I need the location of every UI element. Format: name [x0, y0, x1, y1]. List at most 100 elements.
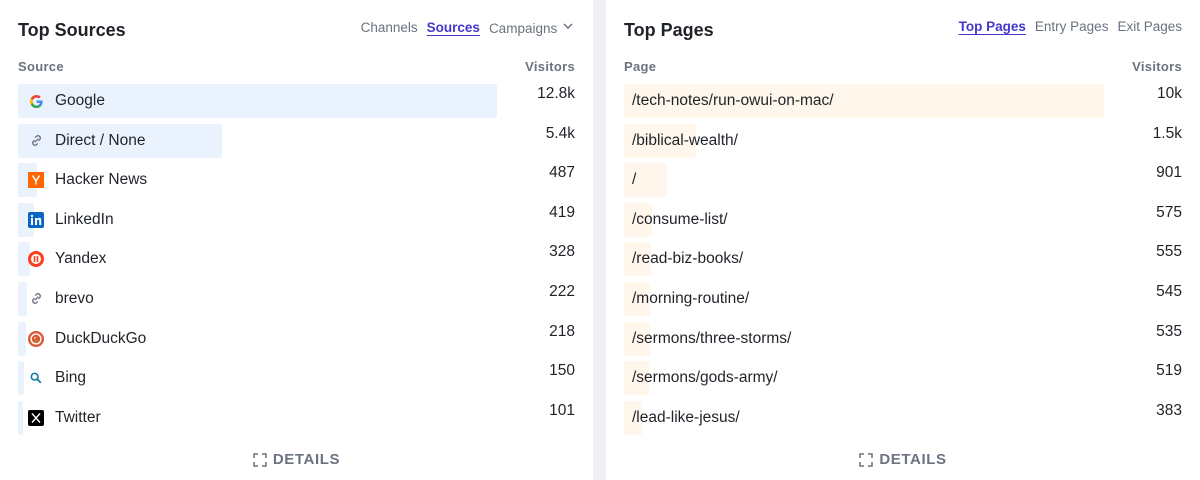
sources-details-button[interactable]: DETAILS [0, 451, 593, 468]
list-item-text: LinkedIn [55, 210, 114, 228]
list-item-visitors: 555 [1156, 243, 1182, 261]
list-item[interactable]: /read-biz-books/555 [624, 242, 1182, 282]
list-item-text: Google [55, 92, 105, 109]
visitor-share-bar [624, 321, 650, 356]
tab-top-pages[interactable]: Top Pages [958, 19, 1026, 34]
list-item[interactable]: / 901 [624, 163, 1182, 203]
list-item[interactable]: /morning-routine/545 [624, 281, 1182, 322]
list-item-text: Bing [55, 369, 87, 387]
list-item[interactable]: Direct / None 5.4k [18, 123, 575, 164]
visitor-share-bar [18, 400, 23, 435]
list-item-label[interactable]: Yandex [28, 242, 106, 276]
list-item-label[interactable]: Twitter [28, 401, 101, 435]
list-item-text: /morning-routine/ [632, 289, 750, 307]
list-item-visitors: 383 [1156, 401, 1182, 419]
list-item-visitors: 101 [549, 401, 575, 419]
visitor-share-bar [624, 242, 651, 277]
list-item-label[interactable]: /biblical-wealth/ [632, 124, 738, 158]
list-item-text: Direct / None [55, 131, 146, 149]
list-item-visitors: 218 [549, 322, 575, 340]
expand-icon [859, 452, 874, 467]
visitor-share-bar [18, 242, 31, 277]
list-item-text: Twitter [55, 408, 101, 426]
tab-channels[interactable]: Channels [360, 20, 418, 35]
top-sources-card: Top Sources Channels Sources Campaigns S… [0, 0, 593, 480]
list-item-label[interactable]: /sermons/gods-army/ [632, 361, 778, 395]
source-column-header: Source [18, 59, 64, 74]
list-item-visitors: 487 [549, 164, 575, 182]
chevron-down-icon [563, 23, 573, 30]
visitor-share-bar [624, 123, 696, 158]
list-item[interactable]: LinkedIn 419 [18, 202, 575, 243]
list-item-text: Yandex [55, 250, 107, 268]
list-item[interactable]: /tech-notes/run-owui-on-mac/10k [624, 84, 1182, 124]
list-item[interactable]: Yandex 328 [18, 242, 575, 282]
list-item[interactable]: brevo 222 [18, 281, 575, 322]
visitor-share-bar [18, 163, 38, 198]
x-twitter-icon [28, 409, 44, 426]
list-item-visitors: 222 [549, 282, 575, 300]
list-item-text: DuckDuckGo [55, 329, 147, 347]
tab-sources[interactable]: Sources [426, 20, 480, 35]
list-item-label[interactable]: /tech-notes/run-owui-on-mac/ [632, 84, 834, 118]
list-item-label[interactable]: Direct / None [28, 124, 145, 158]
tab-exit-pages[interactable]: Exit Pages [1117, 19, 1182, 34]
link-icon [28, 291, 44, 307]
list-item-visitors: 535 [1156, 322, 1182, 340]
list-item[interactable]: /consume-list/575 [624, 202, 1182, 243]
list-item-visitors: 5.4k [545, 124, 575, 142]
bing-search-icon [28, 370, 44, 386]
pages-details-button[interactable]: DETAILS [606, 451, 1200, 468]
list-item-label[interactable]: Google [28, 84, 105, 118]
visitor-share-bar [18, 281, 27, 316]
visitor-share-bar [624, 361, 649, 396]
list-item-visitors: 150 [549, 362, 575, 380]
visitor-share-bar [18, 361, 24, 396]
list-item-label[interactable]: Bing [28, 361, 86, 395]
list-item-visitors: 12.8k [537, 85, 575, 102]
list-item-label[interactable]: DuckDuckGo [28, 322, 146, 356]
visitor-share-bar [18, 321, 27, 356]
list-item-label[interactable]: /read-biz-books/ [632, 242, 743, 276]
list-item[interactable]: Twitter 101 [18, 400, 575, 441]
tab-campaigns[interactable]: Campaigns [489, 19, 575, 36]
duckduckgo-icon [28, 330, 44, 347]
list-item-label[interactable]: /morning-routine/ [632, 282, 749, 316]
page-column-header: Page [624, 59, 657, 74]
hacker-news-icon [28, 172, 44, 189]
visitor-share-bar [624, 202, 652, 237]
list-item-visitors: 519 [1156, 362, 1182, 380]
list-item-label[interactable]: /sermons/three-storms/ [632, 322, 791, 356]
visitor-share-bar [624, 281, 651, 316]
pages-list: /tech-notes/run-owui-on-mac/10k/biblical… [624, 84, 1182, 440]
visitors-column-header: Visitors [525, 59, 575, 74]
list-item[interactable]: Bing 150 [18, 361, 575, 401]
list-item-text: Hacker News [55, 171, 148, 189]
list-item[interactable]: /biblical-wealth/1.5k [624, 123, 1182, 164]
visitor-share-bar [624, 163, 668, 198]
list-item-visitors: 545 [1156, 282, 1182, 300]
list-item[interactable]: Google 12.8k [18, 84, 575, 124]
list-item-label[interactable]: Hacker News [28, 163, 147, 197]
list-item-text: /consume-list/ [632, 210, 728, 228]
list-item-visitors: 328 [549, 243, 575, 261]
list-item[interactable]: DuckDuckGo 218 [18, 321, 575, 362]
list-item-text: brevo [55, 289, 94, 307]
list-item-label[interactable]: brevo [28, 282, 94, 316]
list-item[interactable]: /sermons/gods-army/519 [624, 361, 1182, 401]
list-item-label[interactable]: LinkedIn [28, 203, 114, 237]
list-item-label[interactable]: /lead-like-jesus/ [632, 401, 740, 435]
list-item[interactable]: Hacker News 487 [18, 163, 575, 203]
list-item[interactable]: /sermons/three-storms/535 [624, 321, 1182, 362]
tab-entry-pages[interactable]: Entry Pages [1034, 19, 1109, 34]
tab-campaigns-label: Campaigns [488, 21, 558, 36]
top-pages-title: Top Pages [624, 20, 714, 40]
list-item-text: / [632, 171, 637, 189]
list-item-label[interactable]: /consume-list/ [632, 203, 728, 237]
visitor-share-bar [18, 123, 222, 158]
sources-tabs: Channels Sources Campaigns [361, 19, 575, 36]
list-item-visitors: 901 [1156, 164, 1182, 182]
list-item-label[interactable]: / [632, 163, 636, 197]
details-label: DETAILS [879, 451, 947, 468]
list-item[interactable]: /lead-like-jesus/383 [624, 400, 1182, 441]
